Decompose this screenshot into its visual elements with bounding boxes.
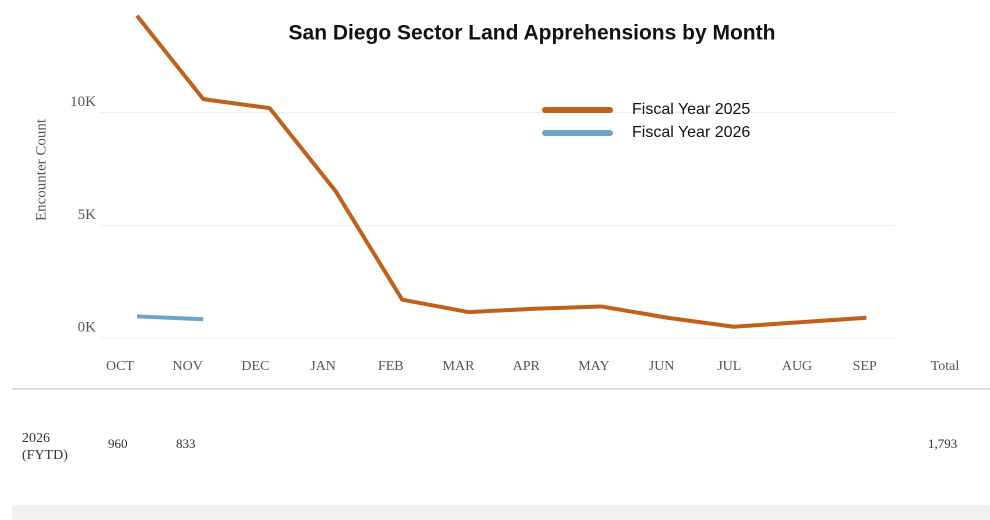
x-tick-label: JAN: [310, 359, 336, 374]
series-line: [135, 14, 867, 329]
y-tick-label: 5K: [78, 207, 97, 223]
y-axis-label: Encounter Count: [33, 118, 49, 221]
x-tick-label: SEP: [853, 359, 877, 374]
x-tick-label: APR: [513, 359, 541, 374]
row-label: 2026 (FYTD): [22, 431, 68, 463]
x-tick-label: FEB: [378, 359, 404, 374]
legend-label: Fiscal Year 2026: [632, 124, 750, 141]
chart-title: San Diego Sector Land Apprehensions by M…: [289, 22, 776, 45]
total-header: Total: [931, 359, 960, 374]
x-tick-label: JUL: [717, 359, 741, 374]
series-line: [136, 314, 204, 322]
y-tick-label: 10K: [70, 94, 96, 110]
x-tick-label: DEC: [241, 359, 269, 374]
footer-band: [12, 505, 990, 520]
x-tick-label: AUG: [782, 359, 812, 374]
x-tick-label: JUN: [649, 359, 675, 374]
table-cell: 833: [176, 436, 196, 451]
x-tick-label: MAY: [578, 359, 609, 374]
y-tick-label: 0K: [78, 319, 97, 335]
x-tick-label: OCT: [106, 359, 134, 374]
table-cell: 960: [108, 436, 128, 451]
x-tick-label: MAR: [443, 359, 476, 374]
x-tick-label: NOV: [173, 359, 203, 374]
table-total: 1,793: [928, 436, 958, 451]
legend-label: Fiscal Year 2025: [632, 101, 750, 118]
